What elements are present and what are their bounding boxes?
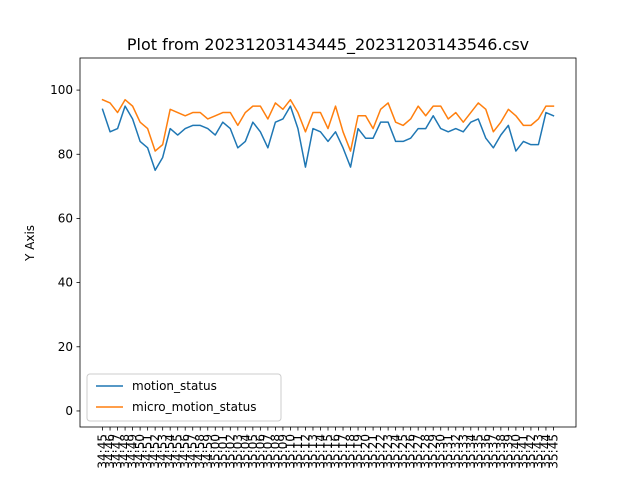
y-axis-label: Y Axis [23, 225, 37, 262]
x-tick-label: 35:32 [449, 434, 463, 469]
x-tick-label: 35:35 [471, 434, 485, 469]
y-tick-label-0: 0 [65, 404, 73, 418]
y-tick-label-40: 40 [58, 276, 73, 290]
x-tick-label: 35:17 [336, 434, 350, 469]
x-tick-label: 35:43 [531, 434, 545, 469]
x-tick-label: 35:00 [208, 434, 222, 469]
x-tick-label: 35:36 [479, 434, 493, 469]
x-tick-label: 35:20 [359, 434, 373, 469]
x-tick-label: 35:44 [539, 434, 553, 469]
x-tick-label: 35:39 [501, 434, 515, 469]
legend-box [86, 373, 282, 422]
x-tick-label: 35:16 [329, 434, 343, 469]
legend-label-motion_status: motion_status [132, 379, 217, 393]
axes: 02040608010034:4534:4634:4734:4834:4934:… [50, 57, 577, 469]
x-tick-label: 35:15 [321, 434, 335, 469]
x-tick-label: 34:51 [141, 434, 155, 469]
x-tick-label: 35:34 [464, 434, 478, 469]
x-tick-label: 35:05 [246, 434, 260, 469]
x-tick-label: 35:14 [313, 434, 327, 469]
x-tick-label: 34:56 [178, 434, 192, 469]
x-tick-label: 35:38 [494, 434, 508, 469]
series-line-motion_status [101, 105, 555, 172]
x-tick-label: 35:37 [486, 434, 500, 469]
x-tick-label: 35:12 [298, 434, 312, 469]
x-tick-label: 35:42 [524, 434, 538, 469]
x-tick-label: 35:09 [276, 434, 290, 469]
x-tick-label: 35:24 [389, 434, 403, 469]
x-tick-label: 35:27 [411, 434, 425, 469]
plot-area [101, 98, 555, 172]
x-tick-label: 35:29 [426, 434, 440, 469]
x-tick-label: 34:58 [193, 434, 207, 469]
x-tick-label: 35:18 [344, 434, 358, 469]
x-tick-label: 35:45 [546, 434, 560, 469]
x-tick-label: 35:28 [419, 434, 433, 469]
y-tick-label-100: 100 [50, 83, 73, 97]
axes-frame [79, 57, 577, 428]
y-tick-label-60: 60 [58, 211, 73, 225]
x-tick-label: 34:55 [171, 434, 185, 469]
x-tick-label: 35:03 [231, 434, 245, 469]
x-tick-label: 35:30 [434, 434, 448, 469]
x-tick-label: 35:07 [261, 434, 275, 469]
x-tick-label: 34:57 [186, 434, 200, 469]
x-tick-label: 35:04 [238, 434, 252, 469]
x-tick-label: 35:06 [253, 434, 267, 469]
x-tick-label: 35:22 [374, 434, 388, 469]
x-tick-label: 35:31 [441, 434, 455, 469]
x-tick-label: 35:01 [216, 434, 230, 469]
chart-title: Plot from 20231203143445_20231203143546.… [127, 35, 529, 55]
x-tick-label: 34:53 [156, 434, 170, 469]
x-tick-label: 35:21 [366, 434, 380, 469]
x-tick-label: 35:08 [268, 434, 282, 469]
x-tick-label: 34:47 [111, 434, 125, 469]
x-tick-label: 34:50 [133, 434, 147, 469]
x-tick-label: 35:26 [404, 434, 418, 469]
x-tick-label: 34:54 [163, 434, 177, 469]
y-tick-label-20: 20 [58, 340, 73, 354]
x-tick-label: 34:48 [118, 434, 132, 469]
x-tick-label: 34:46 [103, 434, 117, 469]
x-tick-label: 35:02 [223, 434, 237, 469]
series-line-micro_motion_status [101, 98, 555, 152]
x-tick-label: 34:59 [201, 434, 215, 469]
x-tick-label: 35:10 [283, 434, 297, 469]
y-tick-label-80: 80 [58, 147, 73, 161]
x-tick-label: 35:40 [509, 434, 523, 469]
legend: motion_status micro_motion_status [86, 373, 282, 422]
x-tick-label: 35:13 [306, 434, 320, 469]
x-tick-label: 34:49 [126, 434, 140, 469]
x-tick-label: 35:41 [516, 434, 530, 469]
x-tick-label: 35:23 [381, 434, 395, 469]
x-tick-label: 35:33 [456, 434, 470, 469]
x-tick-label: 35:19 [351, 434, 365, 469]
x-tick-label: 34:45 [96, 434, 110, 469]
legend-label-micro_motion_status: micro_motion_status [132, 400, 257, 414]
x-tick-label: 34:52 [148, 434, 162, 469]
x-tick-label: 35:11 [291, 434, 305, 469]
x-tick-label: 35:25 [396, 434, 410, 469]
